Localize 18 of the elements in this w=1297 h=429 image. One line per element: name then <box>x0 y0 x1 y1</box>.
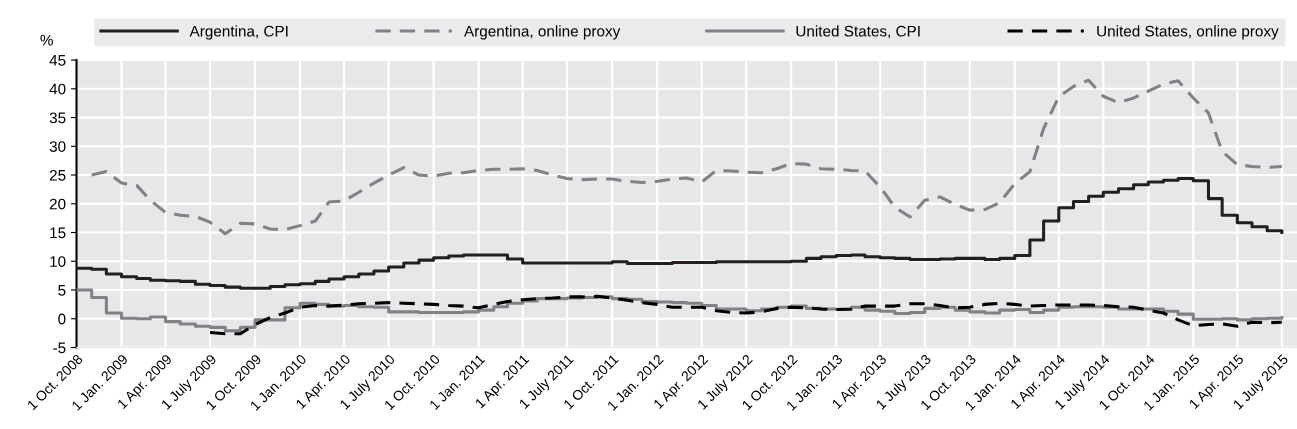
y-tick-label: 20 <box>49 198 66 210</box>
y-tick-label: 10 <box>50 256 66 267</box>
legend-label: Argentina, online proxy <box>464 25 621 40</box>
y-tick-label: 35 <box>49 112 66 124</box>
y-tick-label: 5 <box>58 285 66 296</box>
legend-label: United States, online proxy <box>1097 25 1279 40</box>
line-series <box>208 294 1284 336</box>
y-axis-title: % <box>40 34 53 46</box>
y-tick-label: 0 <box>58 313 66 325</box>
y-tick-label: -5 <box>53 342 66 354</box>
y-tick-label: 40 <box>49 83 66 95</box>
y-tick-label: 45 <box>49 55 66 66</box>
legend-label: United States, CPI <box>796 25 920 39</box>
y-tick-label: 25 <box>49 169 66 181</box>
legend-label: Argentina, CPI <box>189 25 288 40</box>
y-tick-label: 30 <box>49 141 66 152</box>
y-tick-label: 15 <box>50 227 66 239</box>
line-series <box>90 78 1284 236</box>
